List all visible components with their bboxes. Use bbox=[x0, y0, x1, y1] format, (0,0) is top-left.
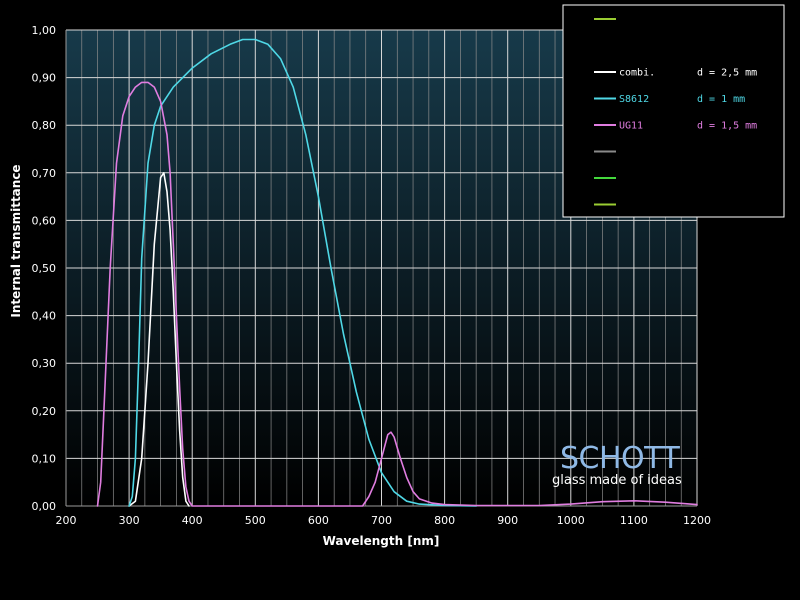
y-tick-label: 0,30 bbox=[32, 357, 57, 370]
y-tick-label: 0,60 bbox=[32, 214, 57, 227]
x-tick-label: 1000 bbox=[557, 514, 585, 527]
x-tick-label: 800 bbox=[434, 514, 455, 527]
y-tick-label: 0,50 bbox=[32, 262, 57, 275]
series-line-ug11 bbox=[96, 81, 698, 507]
x-tick-label: 1200 bbox=[683, 514, 711, 527]
x-tick-label: 600 bbox=[308, 514, 329, 527]
logo-tagline: glass made of ideas bbox=[552, 473, 682, 488]
series-line-s8612 bbox=[128, 38, 477, 507]
x-axis-ticks: 200 300 400 500 600 700 800 900 1000 1100 1200 bbox=[56, 514, 712, 527]
y-tick-label: 0,20 bbox=[32, 405, 57, 418]
y-tick-label: 0,70 bbox=[32, 167, 57, 180]
x-tick-label: 900 bbox=[497, 514, 518, 527]
x-tick-label: 1100 bbox=[620, 514, 648, 527]
legend-thickness: d = 1 mm bbox=[697, 94, 745, 105]
y-tick-label: 1,00 bbox=[32, 24, 57, 37]
legend-label: UG11 bbox=[619, 121, 643, 132]
series-line-combi- bbox=[128, 172, 190, 507]
y-tick-label: 0,80 bbox=[32, 119, 57, 132]
legend: combi. d = 2,5 mm S8612 d = 1 mm UG11 d = 1,5… bbox=[562, 4, 785, 218]
legend-thickness: d = 1,5 mm bbox=[697, 121, 757, 132]
schott-logo: SCHOTT glass made of ideas bbox=[552, 441, 682, 488]
legend-label: S8612 bbox=[619, 94, 649, 105]
logo-brand: SCHOTT bbox=[560, 441, 680, 476]
x-tick-label: 700 bbox=[371, 514, 392, 527]
x-tick-label: 300 bbox=[119, 514, 140, 527]
legend-box bbox=[562, 4, 785, 218]
y-tick-label: 0,10 bbox=[32, 452, 57, 465]
series-lines bbox=[96, 38, 698, 507]
legend-thickness: d = 2,5 mm bbox=[697, 68, 757, 79]
x-tick-label: 500 bbox=[245, 514, 266, 527]
y-axis-title: Internal transmittance bbox=[9, 164, 23, 317]
y-tick-label: 0,40 bbox=[32, 310, 57, 323]
y-axis-ticks: 0,00 0,10 0,20 0,30 0,40 0,50 0,60 0,70 0,80 0,90… bbox=[32, 24, 57, 513]
x-tick-label: 200 bbox=[56, 514, 77, 527]
x-tick-label: 400 bbox=[182, 514, 203, 527]
x-axis-title: Wavelength [nm] bbox=[323, 534, 440, 548]
legend-label: combi. bbox=[619, 68, 655, 79]
y-tick-label: 0,00 bbox=[32, 500, 57, 513]
y-tick-label: 0,90 bbox=[32, 72, 57, 85]
